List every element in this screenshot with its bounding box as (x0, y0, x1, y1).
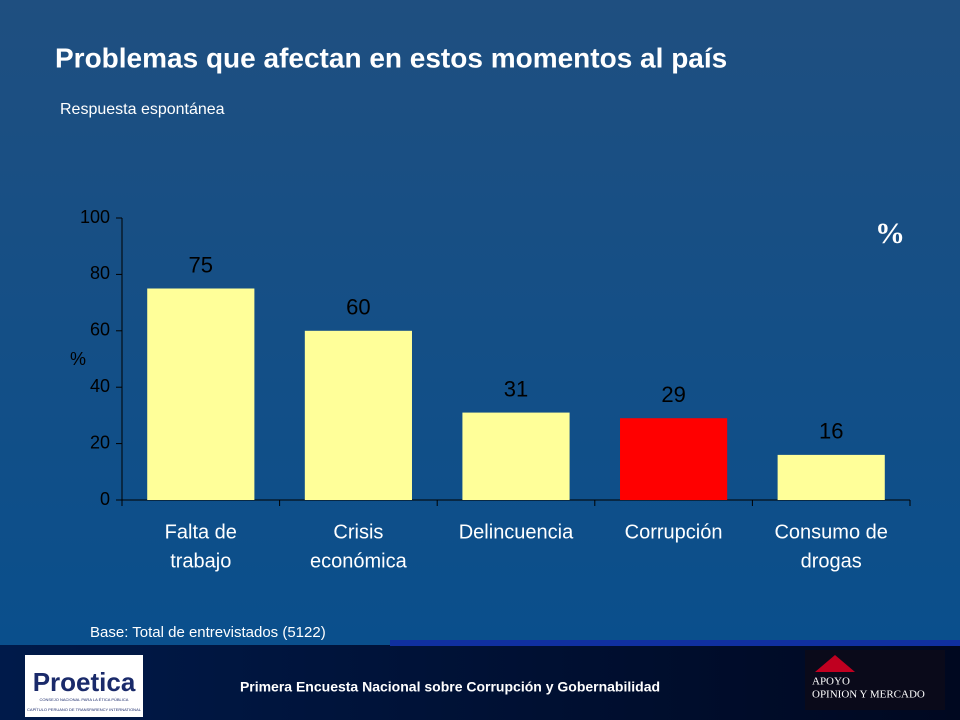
value-label: 75 (189, 252, 213, 277)
logo-left: Proetica CONSEJO NACIONAL PARA LA ÉTICA … (25, 655, 143, 717)
x-tick-label: Falta de (165, 521, 237, 543)
chart-title: Problemas que afectan en estos momentos … (55, 42, 727, 73)
logo-text: CONSEJO NACIONAL PARA LA ÉTICA PÚBLICA (40, 697, 129, 702)
subtitle: Respuesta espontánea (60, 101, 225, 118)
value-label: 60 (346, 295, 370, 320)
x-tick-label: Crisis (333, 521, 383, 543)
logo-text: APOYO (812, 676, 850, 688)
footer-band (0, 645, 960, 720)
y-tick-label: 40 (90, 376, 110, 396)
y-axis-label: % (70, 349, 86, 369)
note: Base: Total de entrevistados (5122) (90, 624, 326, 641)
unit-mark: % (875, 217, 905, 250)
logo-icon (815, 655, 855, 672)
logo-name: Proetica (33, 667, 136, 697)
y-tick-label: 60 (90, 320, 110, 340)
logo-box (25, 655, 143, 717)
x-tick-label: Consumo de (774, 521, 887, 543)
logo-box (805, 650, 945, 710)
logo-right: APOYO OPINION Y MERCADO (805, 650, 945, 710)
footer-text: Primera Encuesta Nacional sobre Corrupci… (240, 679, 660, 695)
x-tick-label: económica (310, 550, 408, 572)
logo-text: CAPÍTULO PERUANO DE TRANSPARENCY INTERNA… (27, 707, 142, 712)
x-tick-label: drogas (801, 550, 862, 572)
value-label: 16 (819, 419, 843, 444)
logo-text: OPINION Y MERCADO (812, 689, 925, 701)
footer-line (390, 640, 960, 646)
bar (462, 412, 570, 500)
bar (147, 288, 255, 500)
y-tick-label: 80 (90, 263, 110, 283)
x-tick-label: trabajo (170, 550, 231, 572)
x-tick-label: Delincuencia (459, 521, 574, 543)
background (0, 0, 960, 645)
y-tick-label: 20 (90, 432, 110, 452)
x-tick-label: Corrupción (625, 521, 723, 543)
y-tick-label: 100 (80, 207, 110, 227)
bar (777, 454, 885, 500)
value-label: 29 (661, 382, 685, 407)
bar (304, 330, 412, 500)
y-tick-label: 0 (100, 489, 110, 509)
bar (620, 418, 728, 500)
value-label: 31 (504, 376, 528, 401)
